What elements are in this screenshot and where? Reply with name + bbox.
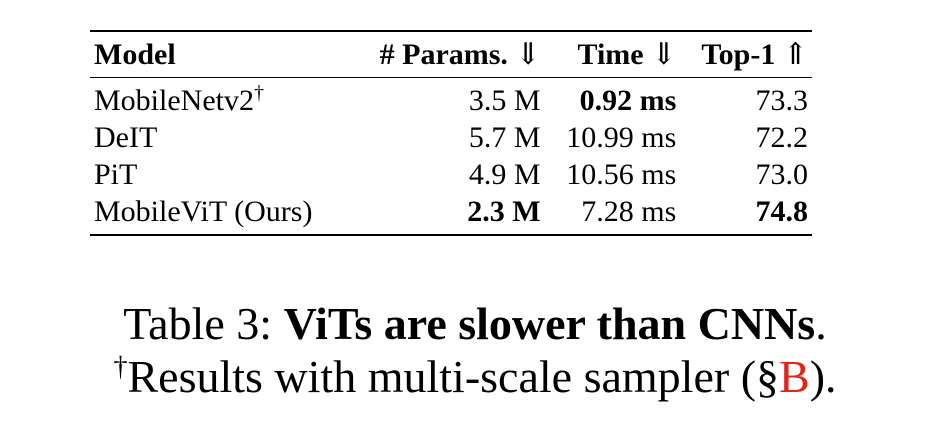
cell-model: DeIT (94, 121, 158, 154)
header-top1: Top-1 ⇑ (680, 30, 812, 78)
model-name: MobileNetv2 (94, 84, 254, 117)
table-row: PiT 4.9 M 10.56 ms 73.0 (90, 156, 812, 193)
caption-prefix: Table 3: (123, 298, 284, 349)
results-table: Model # Params. ⇓ Time ⇓ Top-1 ⇑ M (90, 30, 812, 236)
cell-params: 2.3 M (350, 193, 545, 236)
table-caption: Table 3: ViTs are slower than CNNs. †Res… (40, 298, 910, 404)
up-arrow-icon: ⇑ (782, 37, 808, 72)
cell-model: PiT (94, 158, 138, 191)
table-row: DeIT 5.7 M 10.99 ms 72.2 (90, 119, 812, 156)
cell-time: 0.92 ms (579, 84, 677, 117)
table-header-row: Model # Params. ⇓ Time ⇓ Top-1 ⇑ (90, 30, 812, 78)
header-time: Time ⇓ (544, 30, 681, 78)
header-top1-label: Top-1 (701, 38, 776, 71)
cell-params: 5.7 M (468, 121, 541, 154)
table-row: MobileNetv2† 3.5 M 0.92 ms 73.3 (90, 78, 812, 120)
caption-note-end: ). (809, 350, 837, 402)
caption-bold-title: ViTs are slower than CNNs (283, 298, 816, 349)
caption-period: . (815, 298, 827, 349)
cell-model: MobileNetv2† (90, 78, 350, 120)
cell-params: 4.9 M (468, 158, 541, 191)
caption-note: Results with multi-scale sampler (§ (127, 350, 780, 402)
dagger-mark: † (113, 351, 128, 383)
dagger-mark: † (253, 82, 264, 104)
header-model-label: Model (94, 38, 176, 71)
header-time-label: Time (577, 38, 644, 71)
appendix-ref-link[interactable]: B (779, 350, 810, 402)
header-model: Model (90, 30, 351, 78)
down-arrow-icon: ⇓ (515, 37, 541, 72)
results-table-container: Model # Params. ⇓ Time ⇓ Top-1 ⇑ M (90, 30, 812, 236)
cell-params: 3.5 M (468, 84, 541, 117)
cell-top1: 72.2 (755, 121, 809, 154)
cell-time: 10.56 ms (566, 158, 677, 191)
down-arrow-icon: ⇓ (651, 37, 677, 72)
table-row: MobileViT (Ours) 2.3 M 7.28 ms 74.8 (90, 193, 812, 236)
cell-top1: 74.8 (680, 193, 812, 236)
caption-line-1: Table 3: ViTs are slower than CNNs. (40, 298, 910, 351)
cell-top1: 73.0 (755, 158, 809, 191)
header-params-label: # Params. (379, 38, 508, 71)
cell-time: 7.28 ms (544, 193, 681, 236)
cell-time: 10.99 ms (566, 121, 677, 154)
cell-model: MobileViT (Ours) (90, 193, 351, 236)
caption-line-2: †Results with multi-scale sampler (§B). (40, 351, 910, 404)
header-params: # Params. ⇓ (350, 30, 545, 78)
cell-top1: 73.3 (755, 84, 809, 117)
